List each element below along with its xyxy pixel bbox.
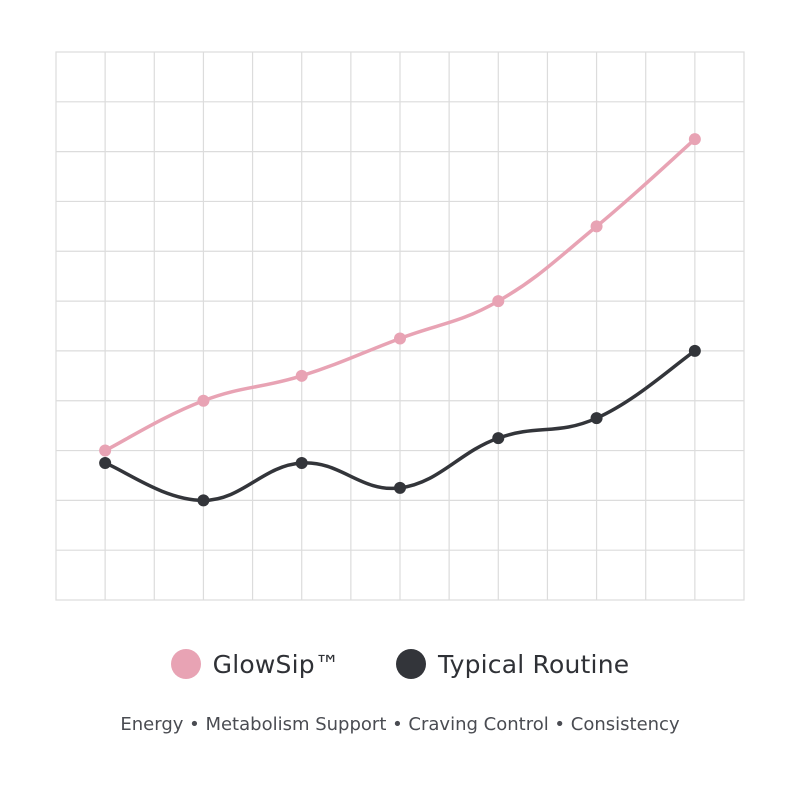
data-point-glowsip-6: [590, 220, 603, 233]
chart-caption: Energy • Metabolism Support • Craving Co…: [120, 714, 680, 735]
data-point-glowsip-3: [295, 369, 308, 382]
data-point-glowsip-1: [99, 444, 112, 457]
data-point-typical-routine-4: [394, 481, 406, 494]
legend-label-glowsip: GlowSip™: [212, 649, 341, 679]
data-point-typical-routine-5: [492, 432, 505, 445]
data-point-glowsip-2: [197, 394, 210, 407]
data-point-glowsip-5: [492, 295, 505, 308]
line-chart: [55, 51, 745, 601]
chart-series: [99, 133, 701, 507]
legend-marker-glowsip: [170, 649, 201, 679]
legend-label-typical-routine: Typical Routine: [438, 649, 630, 679]
legend-marker-typical-routine: [396, 649, 427, 679]
data-point-typical-routine-3: [295, 457, 308, 469]
data-point-glowsip-7: [688, 133, 701, 146]
data-point-typical-routine-1: [99, 457, 112, 469]
data-point-typical-routine-2: [197, 494, 210, 507]
legend-item-glowsip: GlowSip™: [170, 649, 341, 679]
data-point-typical-routine-7: [688, 344, 701, 357]
data-point-typical-routine-6: [590, 412, 603, 425]
data-point-glowsip-4: [394, 332, 406, 345]
chart-grid: [55, 51, 745, 601]
legend-item-typical-routine: Typical Routine: [396, 649, 629, 679]
chart-legend: GlowSip™ Typical Routine: [0, 640, 800, 688]
